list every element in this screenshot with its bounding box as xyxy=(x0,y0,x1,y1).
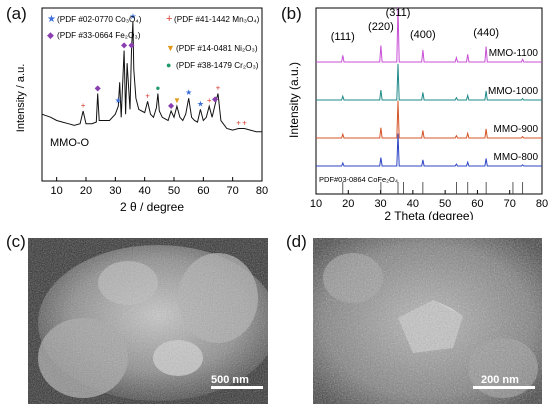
chart-b-series-line xyxy=(316,63,542,101)
chart-a-phase-marker: + xyxy=(216,83,221,92)
chart-b-peak-label: (440) xyxy=(473,27,499,39)
legend-plus-icon: + xyxy=(166,13,172,25)
chart-a-ylabel: Intensity / a.u. xyxy=(15,64,27,132)
legend-triangle-icon: ▼ xyxy=(166,43,175,53)
chart-a-phase-marker: ● xyxy=(155,83,160,92)
chart-a-phase-marker: ★ xyxy=(197,99,204,108)
chart-b-xtick-label: 80 xyxy=(536,198,548,210)
chart-a-legend: ★ (PDF #02-0770 Co₃O₄) + (PDF #41-1442 M… xyxy=(47,13,260,70)
scale-bar-c xyxy=(211,386,263,389)
chart-a-xtick-label: 50 xyxy=(168,185,180,197)
chart-b-series-label: MMO-1100 xyxy=(489,48,539,59)
legend-diamond-icon: ◆ xyxy=(47,30,54,40)
chart-b-series-label: MMO-1000 xyxy=(488,86,538,97)
chart-b-series-label: MMO-800 xyxy=(494,152,539,163)
chart-b-peak-label: (311) xyxy=(386,7,411,19)
chart-a-phase-marker: ◆ xyxy=(168,101,175,110)
legend-star-icon: ★ xyxy=(47,14,56,25)
chart-a-phase-marker: + xyxy=(145,91,150,100)
sem-micrograph-d: 200 nm xyxy=(313,238,542,404)
chart-b-reference-label: PDF#03-0864 CoFe₂O₄ xyxy=(319,175,398,184)
chart-a-xlabel: 2 θ / degree xyxy=(120,200,184,214)
panel-letter-c: (c) xyxy=(6,232,26,251)
chart-b-frame xyxy=(315,7,543,195)
panel-letter-d: (d) xyxy=(286,232,307,251)
chart-a-phase-marker: + xyxy=(207,96,212,105)
chart-b-peak-label: (111) xyxy=(331,31,355,43)
panel-letter-b: (b) xyxy=(281,4,302,23)
chart-b-xtick-label: 30 xyxy=(374,198,386,210)
chart-a-phase-marker: + xyxy=(81,101,86,110)
chart-b-peak-label: (400) xyxy=(410,29,436,41)
chart-a-phase-marker: ◆ xyxy=(121,40,128,49)
chart-b-peak-label: (220) xyxy=(368,21,394,33)
chart-a-xtick-label: 60 xyxy=(197,185,209,197)
chart-a-phase-marker: ★ xyxy=(129,12,136,21)
chart-a-phase-marker: ★ xyxy=(115,96,122,105)
chart-a-phase-marker: ◆ xyxy=(95,83,102,92)
chart-b-xtick-label: 40 xyxy=(407,198,419,210)
chart-a-xtick-label: 10 xyxy=(51,185,63,197)
chart-a-xtick-label: 70 xyxy=(227,185,239,197)
chart-b-xtick-label: 20 xyxy=(342,198,354,210)
chart-b-xrd: Intensity (a.u.) 2 Theta (degree) 10 20 30… xyxy=(287,6,548,220)
chart-a-series-label: MMO-O xyxy=(50,137,90,149)
chart-b-xlabel: 2 Theta (degree) xyxy=(384,209,473,220)
sem-micrograph-c: 500 nm xyxy=(28,238,268,404)
chart-b-series-line xyxy=(316,100,542,139)
chart-a-xtick-label: 30 xyxy=(109,185,121,197)
legend-label-cr2o3: (PDF #38-1479 Cr₂O₃) xyxy=(176,61,259,70)
chart-a-series-line xyxy=(41,21,262,133)
legend-label-mn3o4: (PDF #41-1442 Mn₃O₄) xyxy=(174,15,260,24)
chart-b-xtick-label: 50 xyxy=(439,198,451,210)
chart-b-xtick-label: 70 xyxy=(504,198,516,210)
legend-label-fe2o3: (PDF #33-0664 Fe₂O₃) xyxy=(57,31,141,40)
chart-b-xtick-label: 10 xyxy=(310,198,322,210)
chart-b-series-line xyxy=(316,6,542,63)
legend-circle-icon: ● xyxy=(166,60,171,70)
chart-a-xrd: Intensity / a.u. 2 θ / degree 10 20 30 40 50… xyxy=(15,7,268,214)
chart-a-xtick-label: 40 xyxy=(139,185,151,197)
chart-a-phase-marker: ▼ xyxy=(173,96,181,105)
legend-label-ni2o3: (PDF #14-0481 Ni₂O₃) xyxy=(176,44,258,53)
chart-b-series-line xyxy=(316,133,542,167)
sem-image-c: 500 nm xyxy=(28,238,268,404)
sem-image-d: 200 nm xyxy=(313,238,542,404)
chart-a-phase-marker: ◆ xyxy=(212,95,219,104)
scale-label-c: 500 nm xyxy=(211,374,249,386)
chart-a-xtick-label: 20 xyxy=(80,185,92,197)
chart-b-ylabel: Intensity (a.u.) xyxy=(287,62,301,138)
panel-letter-a: (a) xyxy=(6,4,27,23)
chart-b-series-label: MMO-900 xyxy=(494,124,539,135)
chart-a-frame xyxy=(41,7,263,182)
chart-a-phase-marker: + xyxy=(242,118,247,127)
scale-bar-d xyxy=(473,386,535,389)
chart-a-phase-marker: + xyxy=(236,118,241,127)
legend-label-co3o4: (PDF #02-0770 Co₃O₄) xyxy=(57,15,142,24)
chart-b-xtick-label: 60 xyxy=(471,198,483,210)
chart-a-phase-marker: ◆ xyxy=(128,40,135,49)
scale-label-d: 200 nm xyxy=(481,374,519,386)
chart-a-phase-marker: ★ xyxy=(185,88,192,97)
chart-a-xtick-label: 80 xyxy=(256,185,268,197)
